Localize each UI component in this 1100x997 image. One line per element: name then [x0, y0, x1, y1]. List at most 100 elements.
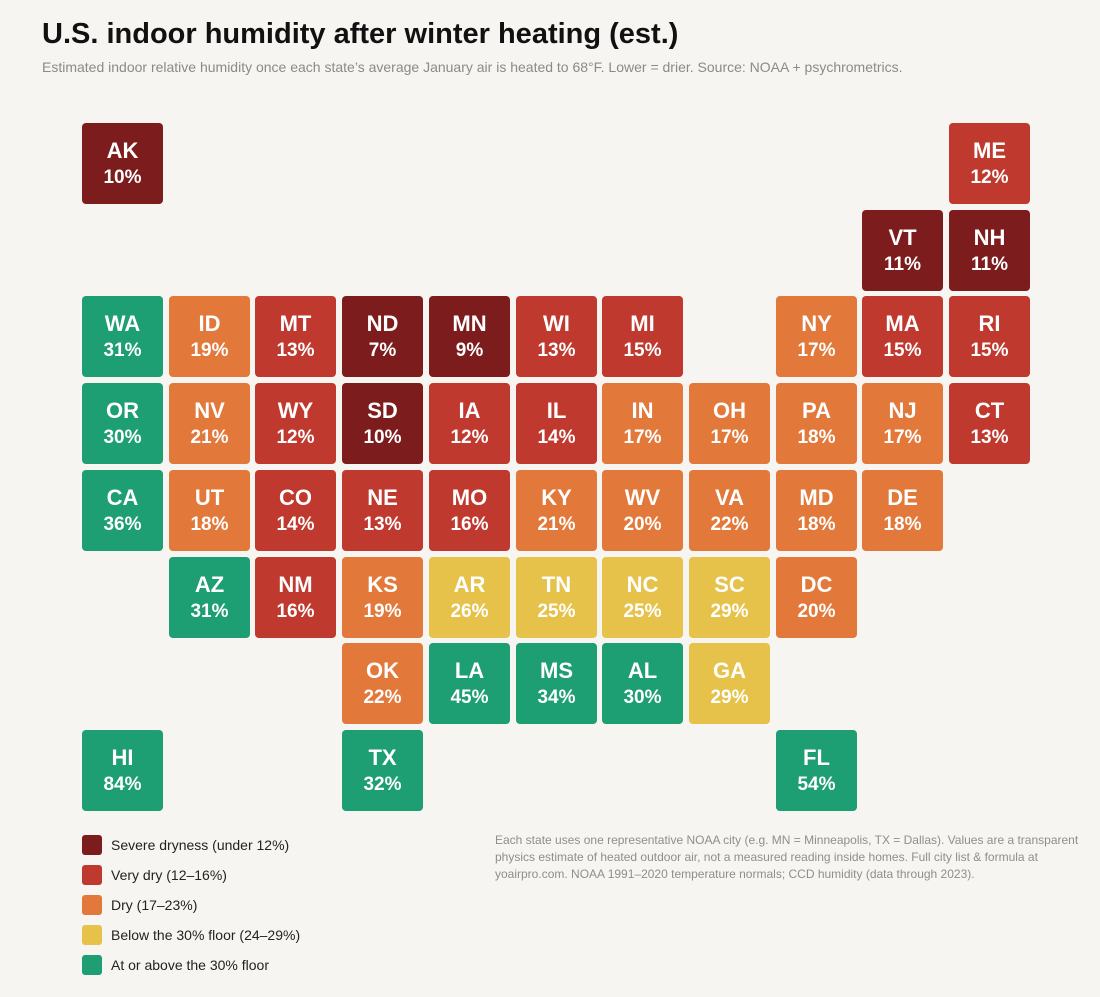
- state-abbr: FL: [803, 745, 830, 770]
- state-abbr: NC: [626, 572, 659, 597]
- state-abbr: UT: [194, 485, 225, 510]
- page-title: U.S. indoor humidity after winter heatin…: [42, 18, 679, 50]
- state-abbr: TX: [368, 745, 397, 770]
- state-abbr: PA: [802, 398, 831, 423]
- state-humidity-value: 25%: [623, 601, 662, 622]
- state-tile-il: IL 14%: [516, 383, 597, 464]
- state-tile-ca: CA 36%: [82, 470, 163, 551]
- state-humidity-value: 31%: [103, 340, 142, 361]
- state-abbr: CT: [974, 398, 1005, 423]
- state-humidity-value: 15%: [623, 340, 662, 361]
- state-abbr: AZ: [194, 572, 225, 597]
- state-abbr: ME: [973, 138, 1006, 163]
- state-tile-in: IN 17%: [602, 383, 683, 464]
- state-humidity-value: 9%: [455, 340, 484, 361]
- state-tile-vt: VT 11%: [862, 210, 943, 291]
- state-tile-ak: AK 10%: [82, 123, 163, 204]
- state-tile-oh: OH 17%: [689, 383, 770, 464]
- state-humidity-value: 84%: [103, 774, 142, 795]
- state-tile-tn: TN 25%: [516, 557, 597, 638]
- state-abbr: WA: [104, 311, 141, 336]
- state-tile-ct: CT 13%: [949, 383, 1030, 464]
- state-abbr: OR: [106, 398, 139, 423]
- legend-swatch: [82, 865, 102, 885]
- state-abbr: CA: [106, 485, 139, 510]
- state-tile-nh: NH 11%: [949, 210, 1030, 291]
- legend-swatch: [82, 895, 102, 915]
- state-abbr: WY: [277, 398, 314, 423]
- state-humidity-value: 45%: [450, 687, 489, 708]
- state-humidity-value: 31%: [190, 601, 229, 622]
- state-tile-mo: MO 16%: [429, 470, 510, 551]
- state-abbr: NH: [973, 225, 1006, 250]
- state-tile-ar: AR 26%: [429, 557, 510, 638]
- state-abbr: NY: [801, 311, 832, 336]
- legend-item-severe: Severe dryness (under 12%): [82, 830, 300, 860]
- state-humidity-value: 13%: [537, 340, 576, 361]
- state-tile-mi: MI 15%: [602, 296, 683, 377]
- state-humidity-value: 17%: [710, 427, 749, 448]
- state-tile-tx: TX 32%: [342, 730, 423, 811]
- state-humidity-value: 22%: [363, 687, 402, 708]
- state-abbr: SC: [714, 572, 745, 597]
- state-abbr: NJ: [888, 398, 917, 423]
- state-abbr: NM: [278, 572, 313, 597]
- state-tile-nc: NC 25%: [602, 557, 683, 638]
- state-tile-nj: NJ 17%: [862, 383, 943, 464]
- state-abbr: TN: [541, 572, 572, 597]
- state-humidity-value: 30%: [623, 687, 662, 708]
- state-abbr: DC: [800, 572, 833, 597]
- state-tile-ma: MA 15%: [862, 296, 943, 377]
- state-abbr: GA: [713, 658, 746, 683]
- state-tile-me: ME 12%: [949, 123, 1030, 204]
- state-humidity-value: 19%: [363, 601, 402, 622]
- state-tile-de: DE 18%: [862, 470, 943, 551]
- state-abbr: WI: [543, 311, 570, 336]
- state-tile-al: AL 30%: [602, 643, 683, 724]
- state-humidity-value: 54%: [797, 774, 836, 795]
- state-humidity-value: 29%: [710, 601, 749, 622]
- legend-swatch: [82, 835, 102, 855]
- state-tile-fl: FL 54%: [776, 730, 857, 811]
- state-abbr: IA: [458, 398, 481, 423]
- state-tile-hi: HI 84%: [82, 730, 163, 811]
- state-abbr: CO: [279, 485, 312, 510]
- state-abbr: AK: [106, 138, 139, 163]
- state-humidity-value: 21%: [537, 514, 576, 535]
- state-abbr: WV: [624, 485, 661, 510]
- state-abbr: SD: [367, 398, 398, 423]
- state-humidity-value: 12%: [970, 167, 1009, 188]
- state-tile-ut: UT 18%: [169, 470, 250, 551]
- state-tile-ky: KY 21%: [516, 470, 597, 551]
- legend-label: Severe dryness (under 12%): [111, 837, 290, 853]
- state-tile-nd: ND 7%: [342, 296, 423, 377]
- state-humidity-value: 25%: [537, 601, 576, 622]
- state-abbr: AL: [627, 658, 658, 683]
- state-tile-pa: PA 18%: [776, 383, 857, 464]
- state-tile-az: AZ 31%: [169, 557, 250, 638]
- state-tile-nv: NV 21%: [169, 383, 250, 464]
- state-humidity-value: 30%: [103, 427, 142, 448]
- state-humidity-value: 26%: [450, 601, 489, 622]
- state-abbr: KY: [541, 485, 572, 510]
- state-humidity-value: 15%: [970, 340, 1009, 361]
- state-tile-mn: MN 9%: [429, 296, 510, 377]
- state-tile-ga: GA 29%: [689, 643, 770, 724]
- state-humidity-value: 32%: [363, 774, 402, 795]
- state-humidity-value: 10%: [103, 167, 142, 188]
- state-abbr: MO: [451, 485, 488, 510]
- state-tile-ny: NY 17%: [776, 296, 857, 377]
- state-tile-la: LA 45%: [429, 643, 510, 724]
- state-tile-co: CO 14%: [255, 470, 336, 551]
- state-humidity-value: 16%: [450, 514, 489, 535]
- state-humidity-value: 14%: [276, 514, 315, 535]
- state-abbr: MI: [630, 311, 655, 336]
- state-humidity-value: 17%: [797, 340, 836, 361]
- state-abbr: AR: [453, 572, 486, 597]
- state-abbr: MS: [540, 658, 573, 683]
- state-humidity-value: 15%: [883, 340, 922, 361]
- state-humidity-value: 7%: [368, 340, 397, 361]
- state-abbr: VT: [888, 225, 917, 250]
- state-abbr: VA: [715, 485, 744, 510]
- legend-item-dry: Dry (17–23%): [82, 890, 300, 920]
